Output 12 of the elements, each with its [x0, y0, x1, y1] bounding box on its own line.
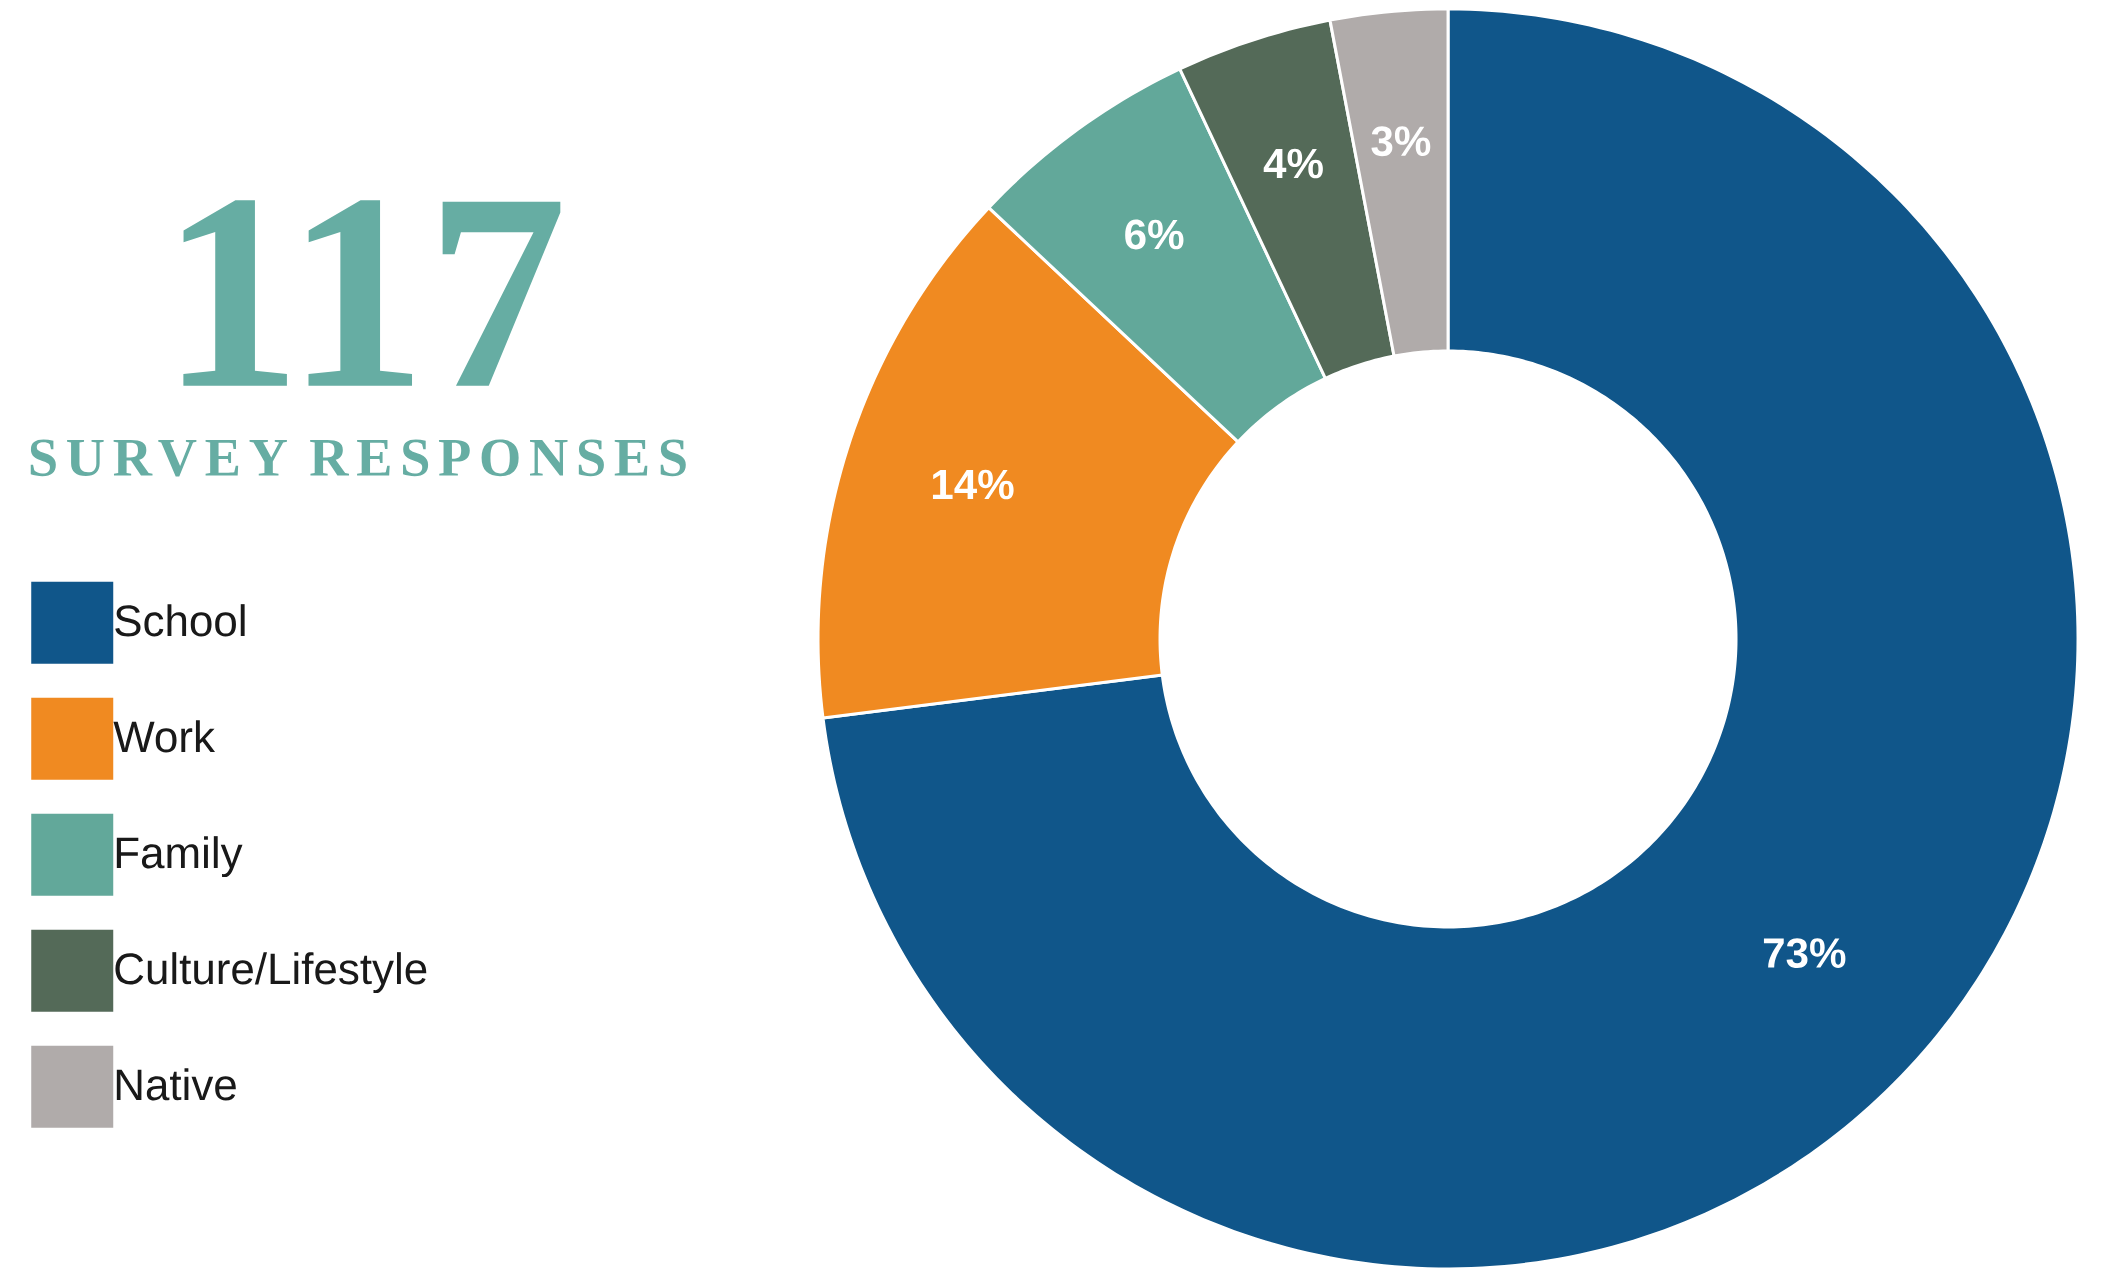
data-label: 73% [1763, 938, 1846, 969]
legend-label: School [115, 604, 245, 637]
legend-label: Native [116, 1068, 236, 1101]
data-label: 14% [932, 469, 1014, 500]
data-label: 3% [1371, 126, 1431, 157]
text: SURVEY RESPONSES [30, 439, 686, 477]
data-label: 4% [1263, 148, 1323, 179]
legend-label: Culture/Lifestyle [115, 952, 427, 994]
legend-label: Family [116, 836, 243, 878]
text: 117 [183, 200, 561, 386]
data-label: 6% [1125, 219, 1184, 250]
legend-label: Work [113, 720, 216, 753]
